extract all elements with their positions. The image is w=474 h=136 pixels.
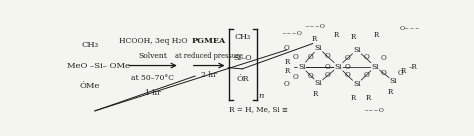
Text: R: R: [350, 94, 356, 102]
Text: at reduced pressure: at reduced pressure: [175, 52, 243, 60]
Text: Si: Si: [390, 77, 397, 85]
Text: 1 hr: 1 hr: [145, 89, 161, 97]
Text: MeO –Si– OMe: MeO –Si– OMe: [67, 61, 130, 69]
Text: ÓR: ÓR: [237, 75, 249, 83]
Text: R: R: [313, 90, 318, 98]
Text: ~~~O: ~~~O: [304, 24, 325, 29]
Text: O: O: [398, 69, 404, 77]
Text: Si: Si: [353, 46, 361, 54]
Text: O: O: [364, 71, 369, 79]
Text: HCOOH, 3eq H₂O: HCOOH, 3eq H₂O: [118, 37, 187, 45]
Text: O: O: [345, 63, 350, 71]
Text: R: R: [365, 94, 371, 102]
Text: O: O: [345, 54, 350, 62]
Text: CH₃: CH₃: [235, 33, 251, 41]
Text: O: O: [283, 44, 289, 52]
Text: R: R: [350, 33, 356, 41]
Text: at 50–70°C: at 50–70°C: [131, 74, 174, 82]
Text: O: O: [345, 71, 350, 79]
Text: Si: Si: [353, 80, 361, 88]
Text: Si: Si: [298, 63, 306, 71]
Text: R: R: [387, 88, 392, 96]
Text: O: O: [381, 54, 387, 62]
Text: R: R: [401, 67, 406, 75]
Text: ~~~O: ~~~O: [281, 31, 302, 36]
Text: Si: Si: [314, 44, 322, 52]
Text: CH₃: CH₃: [81, 41, 98, 49]
Text: –R: –R: [409, 63, 418, 71]
Text: O: O: [283, 80, 289, 88]
Text: Si–O: Si–O: [234, 54, 252, 62]
Text: O: O: [292, 73, 298, 81]
Text: Solvent: Solvent: [138, 52, 167, 60]
Text: O: O: [292, 53, 298, 61]
Text: R: R: [285, 58, 291, 66]
Text: n: n: [259, 92, 264, 100]
Text: Si: Si: [371, 63, 379, 71]
Text: ~~~O: ~~~O: [363, 108, 384, 113]
Text: O: O: [307, 53, 313, 61]
Text: O: O: [325, 52, 330, 60]
Text: PGMEA: PGMEA: [192, 37, 226, 45]
Text: R = H, Me, Si ≡: R = H, Me, Si ≡: [229, 106, 288, 114]
Text: O: O: [307, 72, 313, 80]
Text: ÓMe: ÓMe: [80, 82, 100, 90]
Text: O: O: [364, 53, 369, 61]
Text: Si: Si: [314, 79, 322, 87]
Text: Si: Si: [335, 63, 342, 71]
Text: R: R: [311, 35, 317, 43]
Text: O: O: [325, 71, 330, 79]
Text: 2 hr: 2 hr: [201, 71, 217, 79]
Text: O: O: [325, 63, 330, 71]
Text: R: R: [374, 31, 379, 39]
Text: O: O: [381, 69, 387, 77]
Text: O~~~: O~~~: [400, 26, 420, 31]
Text: R: R: [285, 67, 291, 75]
Text: R: R: [334, 31, 339, 39]
